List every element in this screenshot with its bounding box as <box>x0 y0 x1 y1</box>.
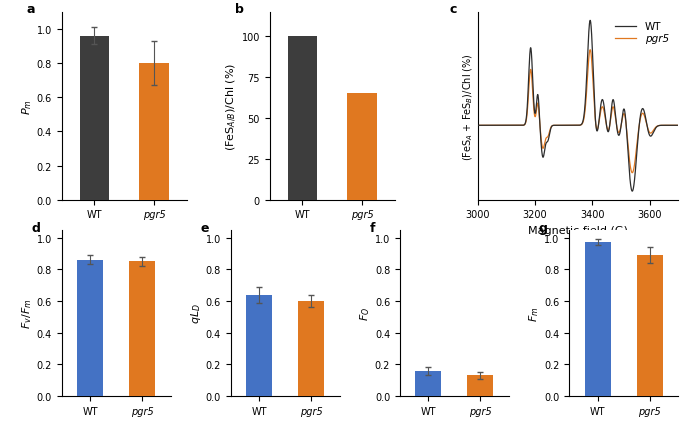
Y-axis label: (FeS$_{A/B}$)/Chl (%): (FeS$_{A/B}$)/Chl (%) <box>225 63 239 150</box>
Line: WT: WT <box>477 21 678 192</box>
Text: d: d <box>31 222 40 235</box>
pgr5 <box>508 124 516 129</box>
Text: c: c <box>449 3 457 16</box>
pgr5 <box>473 124 482 129</box>
pgr5 <box>586 48 595 53</box>
WT <box>674 124 682 129</box>
Text: g: g <box>538 222 547 235</box>
WT <box>649 132 657 137</box>
pgr5 <box>670 124 678 129</box>
Text: e: e <box>200 222 209 235</box>
pgr5 <box>628 171 636 176</box>
Bar <box>247 295 273 396</box>
Text: b: b <box>234 3 243 16</box>
Text: f: f <box>369 222 375 235</box>
Bar <box>129 262 155 396</box>
pgr5 <box>551 124 559 129</box>
Y-axis label: $F_v/F_m$: $F_v/F_m$ <box>20 298 34 328</box>
pgr5 <box>649 130 657 135</box>
Text: a: a <box>27 3 35 16</box>
pgr5 <box>559 124 567 129</box>
Bar <box>416 371 441 396</box>
Bar <box>139 64 169 200</box>
Bar <box>584 243 610 396</box>
Bar <box>299 301 324 396</box>
WT <box>473 124 482 129</box>
Y-axis label: $F_m$: $F_m$ <box>527 305 541 321</box>
Y-axis label: $P_m$: $P_m$ <box>20 99 34 114</box>
Bar <box>467 376 493 396</box>
Bar <box>347 94 377 200</box>
Bar <box>79 37 110 200</box>
WT <box>497 124 505 129</box>
WT <box>670 124 678 129</box>
Legend: WT, pgr5: WT, pgr5 <box>611 18 673 48</box>
Y-axis label: $F_O$: $F_O$ <box>358 306 372 320</box>
Line: pgr5: pgr5 <box>477 51 678 173</box>
WT <box>551 124 559 129</box>
WT <box>586 19 595 24</box>
Bar <box>77 260 103 396</box>
WT <box>559 124 567 129</box>
Bar <box>288 37 317 200</box>
pgr5 <box>497 124 505 129</box>
WT <box>508 124 516 129</box>
pgr5 <box>674 124 682 129</box>
Bar <box>636 255 662 396</box>
Y-axis label: $qL_D$: $qL_D$ <box>189 303 203 323</box>
Y-axis label: (FeS$_A$ + FeS$_B$)/Chl (%): (FeS$_A$ + FeS$_B$)/Chl (%) <box>461 53 475 160</box>
X-axis label: Magnetic field (G): Magnetic field (G) <box>528 225 628 236</box>
WT <box>628 189 636 194</box>
